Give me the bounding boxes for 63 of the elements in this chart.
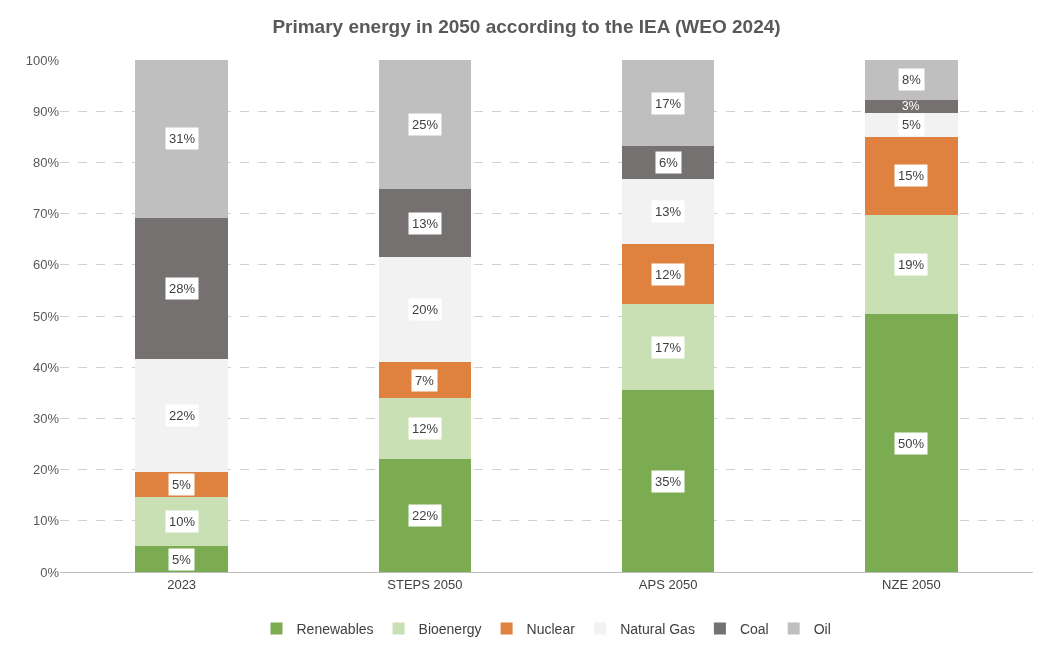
y-tick-label: 60%	[32, 257, 60, 273]
data-label: 5%	[902, 117, 922, 132]
bar	[621, 178, 715, 245]
bar	[135, 217, 228, 360]
bar	[621, 304, 715, 391]
y-tick-label: 80%	[32, 154, 60, 170]
y-tick-label: 90%	[32, 103, 60, 119]
bar	[865, 136, 958, 215]
legend-label: Natural Gas	[620, 621, 695, 638]
y-tick-label: 0%	[40, 564, 60, 580]
data-label: 13%	[655, 204, 682, 219]
data-label: 8%	[902, 72, 922, 87]
bar	[621, 390, 715, 572]
data-label: 12%	[412, 421, 439, 436]
bar	[378, 459, 472, 572]
data-label: 17%	[655, 96, 682, 111]
bar	[378, 397, 472, 460]
bar	[621, 244, 715, 305]
legend-label: Bioenergy	[418, 621, 482, 638]
data-label: 10%	[169, 514, 196, 529]
data-label: 22%	[412, 508, 439, 523]
bar	[378, 189, 472, 258]
y-tick-label: 20%	[32, 462, 60, 478]
y-tick-label: 70%	[32, 206, 60, 222]
bar	[865, 214, 958, 315]
legend-label: Renewables	[296, 621, 374, 638]
data-label: 6%	[659, 155, 679, 170]
bar	[865, 99, 958, 113]
bar	[621, 60, 715, 147]
data-label: 25%	[412, 117, 439, 132]
data-label: 17%	[655, 340, 682, 355]
data-label: 31%	[169, 131, 196, 146]
data-label: 5%	[172, 552, 192, 567]
legend-label: Oil	[813, 621, 831, 638]
x-tick-label: 2023	[167, 576, 197, 592]
data-label: 5%	[172, 477, 192, 492]
data-label: 7%	[415, 373, 435, 388]
legend-label: Nuclear	[526, 621, 576, 638]
y-tick-label: 50%	[32, 308, 60, 324]
data-label: 13%	[412, 216, 439, 231]
chart-title: Primary energy in 2050 according to the IEA (WEO 2024)	[272, 16, 781, 38]
data-label: 20%	[412, 302, 439, 317]
y-tick-label: 30%	[32, 410, 60, 426]
legend-label: Coal	[739, 621, 769, 638]
x-tick-label: APS 2050	[638, 576, 698, 592]
data-label: 28%	[169, 281, 196, 296]
x-tick-label: NZE 2050	[882, 576, 941, 592]
data-label: 22%	[169, 408, 196, 423]
y-tick-label: 10%	[32, 513, 60, 529]
x-tick-label: STEPS 2050	[387, 576, 463, 592]
bar	[135, 60, 228, 218]
bar	[378, 257, 472, 363]
data-label: 15%	[898, 168, 925, 183]
data-label: 19%	[898, 257, 925, 272]
y-tick-label: 100%	[25, 52, 60, 68]
data-label: 3%	[902, 99, 920, 113]
bar	[378, 60, 472, 190]
data-label: 12%	[655, 267, 682, 282]
data-label: 35%	[655, 474, 682, 489]
y-tick-label: 40%	[32, 359, 60, 375]
data-label: 50%	[898, 436, 925, 451]
bar	[865, 314, 958, 572]
bar	[135, 359, 228, 472]
